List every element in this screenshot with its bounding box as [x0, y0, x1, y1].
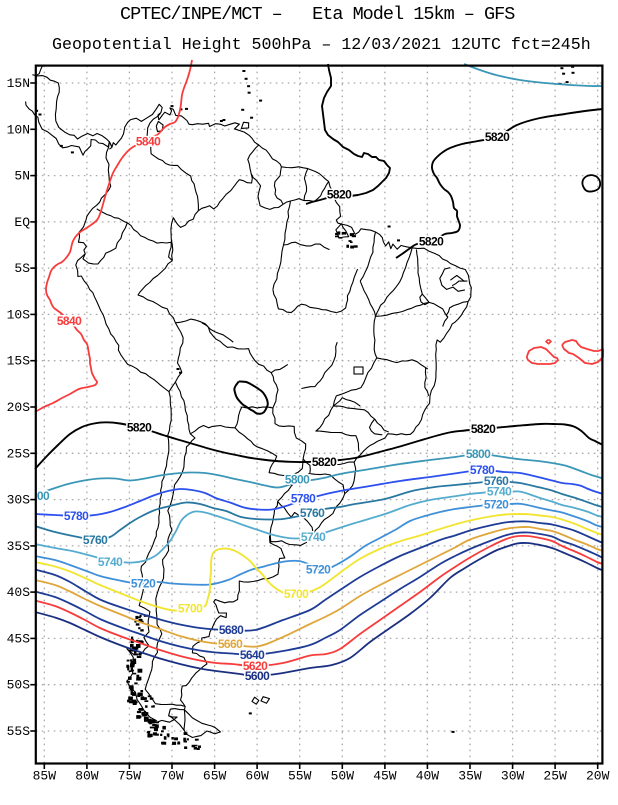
svg-text:5620: 5620 [243, 659, 268, 673]
svg-text:15N: 15N [7, 76, 30, 91]
svg-text:80W: 80W [75, 769, 99, 784]
svg-text:55S: 55S [7, 724, 31, 739]
svg-text:5720: 5720 [306, 563, 331, 577]
svg-text:5680: 5680 [219, 623, 244, 637]
svg-text:40W: 40W [416, 769, 440, 784]
svg-text:5720: 5720 [131, 577, 156, 591]
svg-text:5700: 5700 [178, 602, 203, 616]
svg-text:5S: 5S [14, 261, 30, 276]
svg-text:5740: 5740 [487, 485, 512, 499]
svg-text:40S: 40S [7, 585, 31, 600]
svg-text:EQ: EQ [14, 215, 30, 230]
svg-text:5660: 5660 [218, 637, 243, 651]
svg-text:5820: 5820 [327, 188, 352, 202]
svg-text:45S: 45S [7, 631, 31, 646]
svg-text:5700: 5700 [284, 587, 309, 601]
svg-text:5780: 5780 [291, 492, 316, 506]
svg-text:5820: 5820 [471, 422, 496, 436]
svg-text:65W: 65W [203, 769, 227, 784]
svg-text:5840: 5840 [136, 135, 161, 149]
svg-text:50S: 50S [7, 678, 31, 693]
svg-text:5780: 5780 [64, 509, 89, 523]
svg-text:5780: 5780 [470, 463, 495, 477]
svg-text:25W: 25W [543, 769, 567, 784]
svg-text:5640: 5640 [240, 648, 265, 662]
svg-text:75W: 75W [118, 769, 142, 784]
svg-text:5740: 5740 [98, 555, 123, 569]
svg-text:5820: 5820 [312, 455, 337, 469]
svg-text:10N: 10N [7, 122, 30, 137]
svg-text:5820: 5820 [127, 421, 152, 435]
svg-text:5840: 5840 [57, 314, 82, 328]
svg-text:5800: 5800 [466, 447, 491, 461]
svg-text:35S: 35S [7, 539, 31, 554]
svg-text:00: 00 [37, 489, 50, 503]
svg-text:5760: 5760 [300, 506, 325, 520]
svg-text:5760: 5760 [83, 533, 108, 547]
svg-text:5760: 5760 [484, 474, 509, 488]
svg-text:85W: 85W [33, 769, 57, 784]
svg-text:50W: 50W [331, 769, 355, 784]
svg-text:30W: 30W [501, 769, 525, 784]
svg-text:10S: 10S [7, 307, 31, 322]
svg-text:15S: 15S [7, 354, 31, 369]
svg-text:25S: 25S [7, 446, 31, 461]
svg-text:5740: 5740 [301, 530, 326, 544]
svg-text:30S: 30S [7, 493, 31, 508]
svg-text:5800: 5800 [285, 473, 310, 487]
svg-text:45W: 45W [373, 769, 397, 784]
svg-text:5600: 5600 [245, 669, 270, 683]
svg-text:70W: 70W [160, 769, 184, 784]
svg-text:5720: 5720 [484, 498, 509, 512]
svg-text:20S: 20S [7, 400, 31, 415]
svg-text:20W: 20W [586, 769, 610, 784]
svg-text:5820: 5820 [419, 235, 444, 249]
svg-text:5N: 5N [14, 169, 30, 184]
svg-text:60W: 60W [245, 769, 269, 784]
svg-text:55W: 55W [288, 769, 312, 784]
svg-text:5820: 5820 [485, 130, 510, 144]
svg-text:35W: 35W [458, 769, 482, 784]
